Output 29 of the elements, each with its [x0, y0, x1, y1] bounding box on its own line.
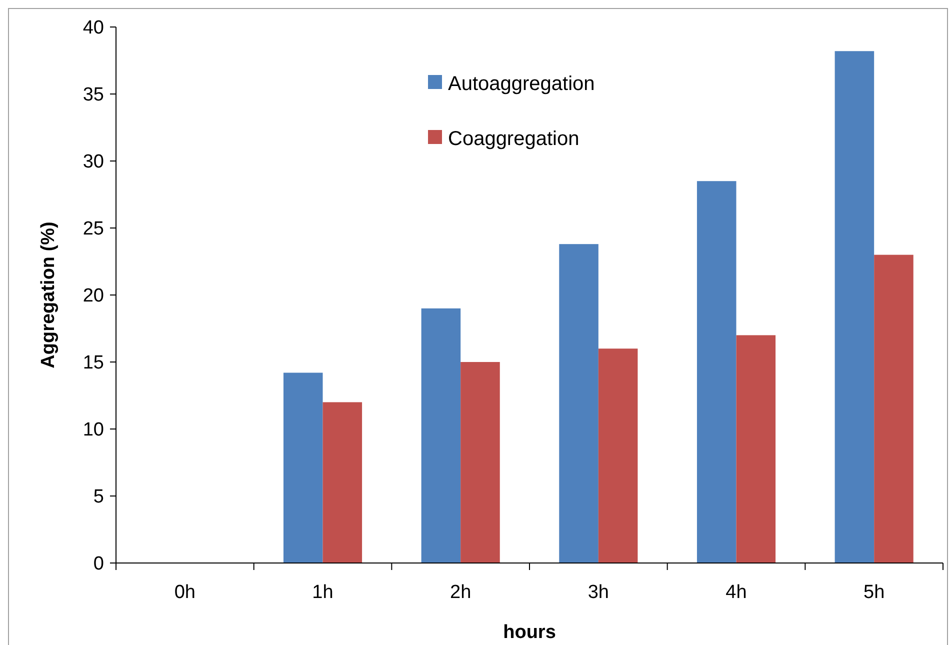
bar [559, 244, 598, 563]
bar [460, 362, 500, 563]
bar [696, 181, 736, 563]
x-tick-label: 2h [450, 582, 472, 603]
bar [283, 372, 323, 563]
bar [421, 308, 461, 563]
y-axis-title: Aggregation (%) [38, 222, 59, 368]
x-tick-label: 0h [174, 582, 196, 603]
bar [598, 348, 638, 563]
y-tick-label: 20 [82, 286, 104, 307]
y-tick-label: 25 [82, 218, 104, 240]
y-tick-label: 35 [82, 84, 104, 106]
x-tick-label: 5h [864, 582, 885, 603]
x-tick-label: 3h [588, 582, 609, 603]
y-tick-label: 15 [82, 352, 104, 374]
legend-label: Coaggregation [448, 128, 580, 150]
y-tick-label: 10 [82, 420, 104, 441]
x-axis-title: hours [503, 622, 556, 643]
bar [322, 402, 362, 563]
y-tick-label: 5 [93, 486, 104, 508]
y-tick-label: 30 [82, 152, 104, 173]
bar [874, 254, 914, 563]
x-tick-label: 1h [312, 582, 334, 603]
legend-label: Autoaggregation [448, 73, 595, 95]
bar [736, 335, 776, 563]
y-tick-label: 40 [82, 18, 104, 39]
bar [834, 51, 874, 563]
x-tick-label: 4h [726, 582, 747, 603]
y-tick-label: 0 [93, 554, 104, 575]
